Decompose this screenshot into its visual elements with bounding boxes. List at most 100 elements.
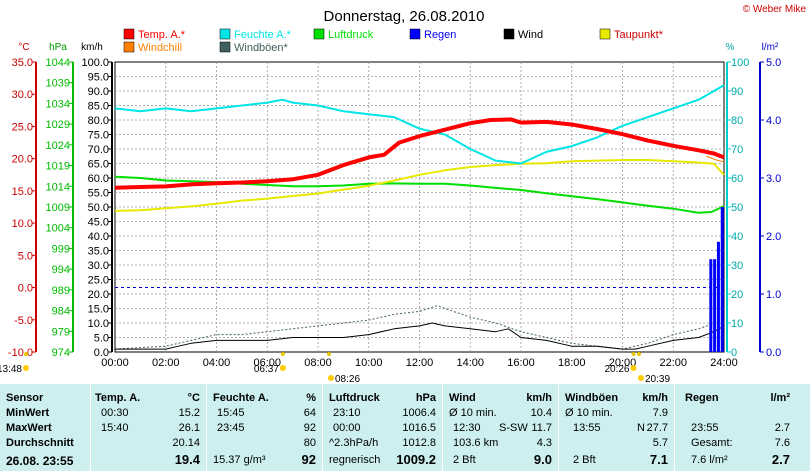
x-tick-label: 02:00 (152, 357, 180, 369)
gust-max-dir: N (637, 422, 645, 434)
series-tempa (114, 117, 725, 190)
axis-tick-label: 40 (731, 231, 743, 243)
axis-tick-label: 984 (52, 306, 70, 318)
unit-pressure: hPa (49, 42, 67, 53)
col-pressure: Luftdruck hPa 23:10 1006.4 00:00 1016.5 ^2.… (322, 384, 442, 471)
axis-tick-label: 974 (52, 347, 70, 359)
legend-swatch (123, 41, 135, 53)
col-gust: Windböen km/h Ø 10 min. 7.9 13:55 N 27.7 5.7… (558, 384, 674, 471)
axis-tick-label: 1.0 (766, 289, 781, 301)
axis-tick-label: 3.0 (766, 173, 781, 185)
axis-tick-label: 80.0 (88, 115, 109, 127)
axis-tick-label: 100 (731, 57, 749, 69)
pressure-avg: 1012.8 (402, 437, 436, 449)
sun-icon (23, 365, 29, 371)
rain-max: 2.7 (774, 422, 790, 434)
axis-tick-label: 30.0 (88, 260, 109, 272)
axis-tick-label: 1024 (46, 140, 70, 152)
axis-tick-label: 25.0 (12, 121, 33, 133)
axis-tick-label: 5.0 (766, 57, 781, 69)
axis-tick-label: 0.0 (766, 347, 781, 359)
x-tick-label: 20:00 (609, 357, 637, 369)
rain-header: Regen (685, 392, 719, 404)
legend-swatch (503, 28, 515, 40)
axis-tick-label: 70 (731, 144, 743, 156)
axis-tick-label: 70.0 (88, 144, 109, 156)
series-taupunkt (114, 159, 725, 212)
max-label: MaxWert (6, 422, 52, 434)
x-tick-label: 22:00 (659, 357, 687, 369)
axis-tick-label: 1044 (46, 57, 70, 69)
axis-tick-label: 1029 (46, 119, 70, 131)
axis-tick-label: 0 (731, 347, 737, 359)
gust-max: 27.7 (646, 422, 668, 434)
sun-tick (326, 352, 331, 356)
axis-tick-label: 0.0 (18, 283, 33, 295)
sensor-header: Sensor (6, 392, 44, 404)
rain-max-time: 23:55 (691, 422, 719, 434)
sun-icon (630, 365, 637, 371)
axis-tick-label: 30 (731, 260, 743, 272)
axis-tick-label: 4.0 (766, 115, 781, 127)
pressure-min-time: 23:10 (333, 407, 361, 419)
x-tick-label: 16:00 (507, 357, 535, 369)
x-tick-label: 08:00 (304, 357, 332, 369)
rain-day-total: 7.6 l/m² (691, 454, 728, 466)
axis-tick-label: 90 (731, 86, 743, 98)
wind-unit: km/h (526, 392, 552, 404)
sun-icon (637, 375, 644, 381)
temp-unit: °C (187, 392, 200, 404)
axis-tick-label: 100.0 (81, 57, 109, 69)
sun-icon (279, 365, 286, 371)
rain-bar (720, 207, 724, 352)
pressure-now: 1009.2 (396, 452, 436, 467)
series-wind (115, 322, 725, 350)
legend-swatch (123, 28, 135, 40)
sun-icon (327, 375, 334, 381)
pressure-min: 1006.4 (402, 407, 436, 419)
rain-total: 7.6 (774, 437, 790, 449)
temp-now: 19.4 (174, 452, 200, 467)
sun-tick (631, 352, 636, 356)
axis-tick-label: 65.0 (88, 159, 109, 171)
gust-bft: 2 Bft (573, 454, 596, 466)
min-label: MinWert (6, 407, 50, 419)
axis-tick-label: 90.0 (88, 86, 109, 98)
axis-tick-label: 85.0 (88, 101, 109, 113)
col-temp: Temp. A. °C 00:30 15.2 15:40 26.1 20.14 19.… (90, 384, 206, 471)
gust-max-time: 13:55 (573, 422, 601, 434)
x-tick-label: 04:00 (203, 357, 231, 369)
axis-tick-label: 10.0 (12, 218, 33, 230)
temp-max: 26.1 (178, 422, 200, 434)
x-tick-label: 18:00 (558, 357, 586, 369)
col-sensor: Sensor MinWert MaxWert Durchschnitt 26.0… (0, 384, 90, 471)
sun-time-label: 08:26 (335, 374, 360, 384)
temp-min: 15.2 (178, 407, 200, 419)
legend-swatch (313, 28, 325, 40)
wind-now: 9.0 (533, 452, 552, 467)
pressure-max: 1016.5 (402, 422, 436, 434)
humidity-unit: % (306, 392, 316, 404)
axis-tick-label: 50 (731, 202, 743, 214)
legend-label: Luftdruck (328, 29, 374, 41)
legend-label: Regen (424, 29, 456, 41)
axis-tick-label: 45.0 (88, 217, 109, 229)
plot-area: 00:00 02:00 04:00 06:00 08:00 10:00 12:00 14:00… (101, 61, 738, 369)
wind-bft: 2 Bft (453, 454, 476, 466)
wind-max: 11.7 (531, 422, 552, 434)
axis-tick-label: 5.0 (94, 333, 109, 345)
humidity-max-time: 23:45 (217, 422, 245, 434)
wind-header: Wind (449, 392, 476, 404)
axis-tick-label: 30.0 (12, 89, 33, 101)
sun-tick (636, 352, 641, 356)
axis-tick-label: 1009 (46, 202, 70, 214)
col-wind: Wind km/h Ø 10 min. 10.4 12:30 S-SW 11.7 103… (442, 384, 558, 471)
humidity-header: Feuchte A. (213, 392, 269, 404)
legend-swatch (219, 41, 231, 53)
axis-tick-label: -10.0 (8, 347, 33, 359)
axis-tick-label: 75.0 (88, 130, 109, 142)
chart-title: Donnerstag, 26.08.2010 (324, 8, 485, 25)
legend-swatch (409, 28, 421, 40)
pressure-forecast: regnerisch (329, 454, 381, 466)
gust-now: 7.1 (649, 452, 668, 467)
